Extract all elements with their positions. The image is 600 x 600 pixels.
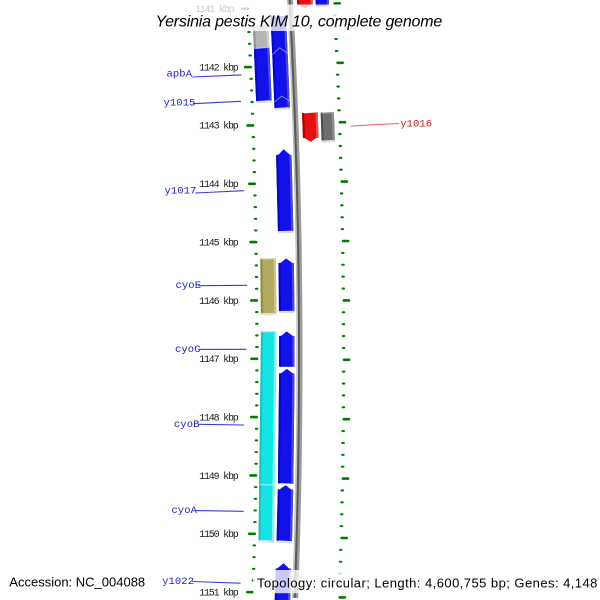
svg-text:1145 kbp: 1145 kbp xyxy=(199,237,239,249)
svg-text:1142 kbp: 1142 kbp xyxy=(199,62,239,74)
svg-text:Topology: circular; Length: 4,: Topology: circular; Length: 4,600,755 bp… xyxy=(257,576,598,591)
svg-text:cyoA: cyoA xyxy=(171,505,197,517)
svg-text:1148 kbp: 1148 kbp xyxy=(199,412,239,424)
svg-text:1149 kbp: 1149 kbp xyxy=(199,471,239,483)
svg-text:y1017: y1017 xyxy=(165,186,197,198)
svg-text:Accession: NC_004088: Accession: NC_004088 xyxy=(9,575,145,590)
svg-text:1150 kbp: 1150 kbp xyxy=(199,529,239,541)
svg-text:y1016: y1016 xyxy=(400,118,432,130)
svg-text:Yersinia pestis KIM 10, comple: Yersinia pestis KIM 10, complete genome xyxy=(156,14,443,31)
svg-text:cyoB: cyoB xyxy=(174,419,200,431)
svg-text:y1022: y1022 xyxy=(162,576,194,588)
svg-text:1144 kbp: 1144 kbp xyxy=(199,179,239,191)
svg-text:cyoE: cyoE xyxy=(176,280,202,292)
svg-text:1151 kbp: 1151 kbp xyxy=(199,587,239,599)
svg-text:cyoC: cyoC xyxy=(175,344,201,356)
svg-text:1143 kbp: 1143 kbp xyxy=(199,121,239,133)
svg-text:1147 kbp: 1147 kbp xyxy=(199,354,239,366)
svg-text:y1015: y1015 xyxy=(164,98,196,110)
svg-text:apbA: apbA xyxy=(167,69,193,81)
svg-text:1146 kbp: 1146 kbp xyxy=(199,296,239,308)
